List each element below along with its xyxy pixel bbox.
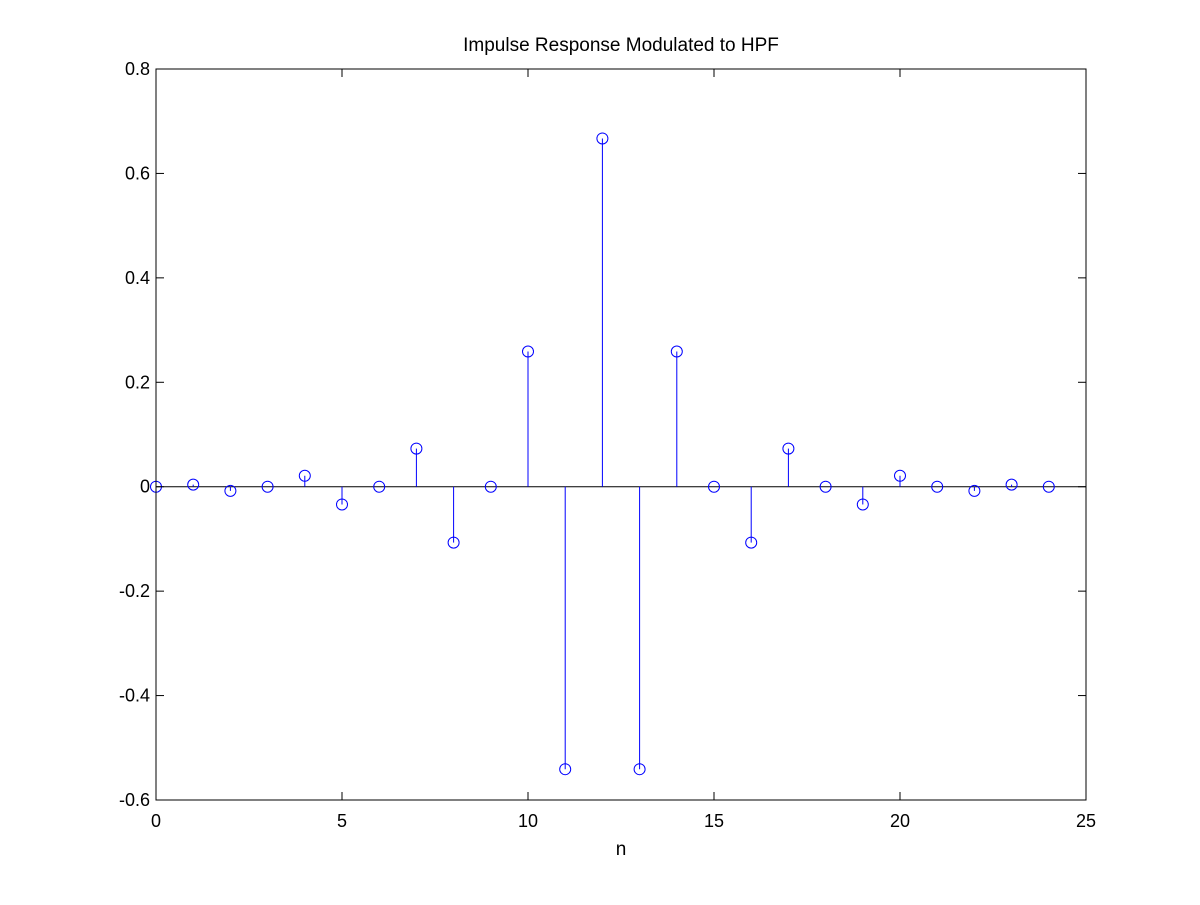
- x-tick-label: 5: [337, 811, 347, 831]
- y-tick-label: -0.6: [119, 790, 150, 810]
- y-tick-label: 0: [140, 477, 150, 497]
- x-tick-label: 15: [704, 811, 724, 831]
- stem-marker: [447, 536, 460, 549]
- y-tick-label: -0.2: [119, 581, 150, 601]
- stem-marker: [745, 536, 758, 549]
- stem-marker: [931, 480, 944, 493]
- stem-marker: [298, 469, 311, 482]
- stem-marker: [968, 484, 981, 497]
- stem-marker: [522, 345, 534, 358]
- axes-box: [155, 68, 1087, 801]
- stem-marker: [336, 498, 348, 511]
- stem-marker: [261, 480, 274, 493]
- y-tick-label: 0.2: [125, 372, 150, 392]
- stem-marker: [596, 132, 609, 145]
- stem-marker: [708, 480, 720, 493]
- stem-marker: [1005, 478, 1018, 491]
- stem-marker: [1042, 480, 1055, 493]
- stem-marker: [410, 442, 423, 455]
- stem-marker: [484, 480, 497, 493]
- stem-marker: [819, 480, 832, 493]
- x-tick-label: 25: [1076, 811, 1096, 831]
- stem-marker: [782, 442, 795, 455]
- stem-marker: [856, 498, 869, 511]
- stem-marker: [894, 469, 906, 482]
- chart-title: Impulse Response Modulated to HPF: [463, 35, 779, 56]
- y-tick-label: 0.8: [125, 59, 150, 79]
- plot-area: [156, 69, 1086, 800]
- x-tick-label: 0: [151, 811, 161, 831]
- x-tick-label: 20: [890, 811, 910, 831]
- stem-marker: [187, 478, 200, 491]
- y-tick-label: -0.4: [119, 686, 150, 706]
- x-axis-label: n: [616, 839, 627, 860]
- y-tick-label: 0.4: [125, 268, 150, 288]
- stem-marker: [559, 763, 572, 776]
- stem-marker: [373, 480, 386, 493]
- y-tick-label: 0.6: [125, 163, 150, 183]
- stem-marker: [224, 484, 237, 497]
- x-tick-label: 10: [518, 811, 538, 831]
- stem-marker: [670, 345, 683, 358]
- stem-marker: [633, 763, 646, 776]
